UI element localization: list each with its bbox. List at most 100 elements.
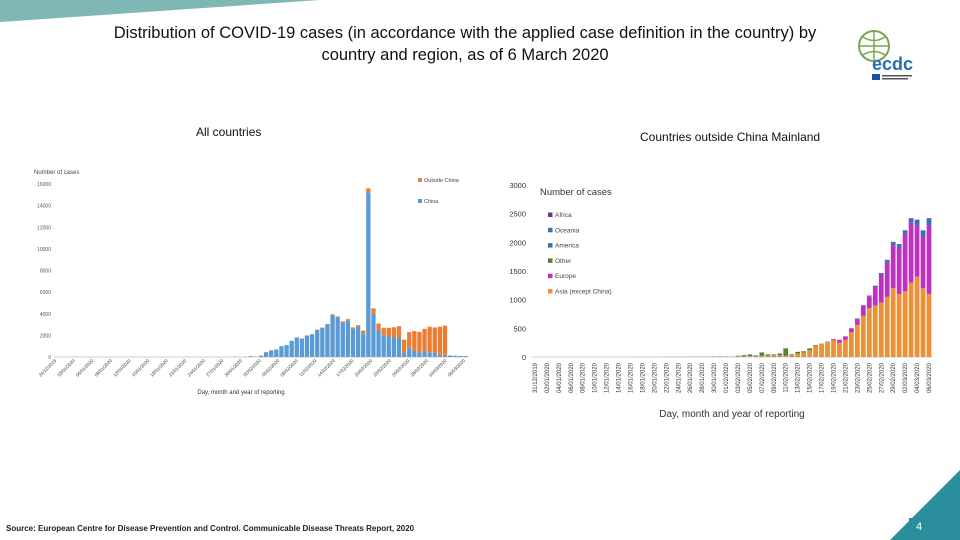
y-tick-label: 1500	[509, 267, 526, 276]
bar-outside-china	[407, 332, 412, 348]
x-tick-label: 10/01/2020	[593, 362, 599, 393]
bar-africa	[902, 230, 908, 231]
x-tick-label: 03/03/2020	[428, 358, 448, 378]
x-tick-label: 03/01/2020	[56, 358, 76, 378]
bar-china	[355, 326, 361, 357]
bar-outside-china	[427, 326, 432, 353]
bar-asia	[908, 282, 914, 357]
bar-china	[309, 334, 315, 357]
x-tick-label: 24/01/2020	[186, 358, 206, 378]
x-tick-label: 15/01/2020	[131, 358, 151, 378]
bar-europe	[914, 225, 920, 277]
bar-other	[735, 355, 741, 357]
x-tick-label: 04/01/2020	[557, 362, 563, 393]
legend-swatch	[548, 258, 553, 263]
y-tick-label: 0	[48, 355, 51, 361]
bar-china	[294, 337, 299, 357]
bar-china	[417, 352, 422, 357]
bar-asia	[896, 293, 902, 357]
x-tick-label: 23/02/2020	[855, 362, 861, 393]
bar-china	[320, 327, 325, 357]
bar-asia	[926, 293, 932, 357]
bar-asia	[825, 342, 830, 357]
bar-europe	[908, 222, 914, 283]
corner-accent-bar	[0, 0, 320, 22]
bar-asia	[813, 345, 818, 357]
x-tick-label: 17/02/2020	[820, 362, 826, 393]
bar-outside-china	[345, 319, 351, 321]
svg-text:ecdc: ecdc	[872, 54, 913, 74]
bar-europe	[860, 305, 866, 316]
x-tick-label: 02/03/2020	[903, 362, 909, 393]
bar-asia	[807, 350, 812, 357]
y-tick-label: 6000	[40, 290, 51, 296]
bar-china	[345, 320, 351, 357]
bar-europe	[837, 339, 842, 343]
x-tick-label: 26/02/2020	[391, 358, 411, 378]
bar-europe	[854, 319, 860, 325]
bar-europe	[890, 245, 896, 289]
x-tick-label: 28/01/2020	[700, 362, 706, 393]
x-tick-label: 14/02/2020	[317, 358, 337, 378]
source-footer: Source: European Centre for Disease Prev…	[6, 524, 415, 533]
bar-china	[401, 352, 407, 357]
bar-china	[248, 356, 253, 357]
bar-america	[884, 260, 890, 263]
bar-asia	[843, 339, 848, 357]
bar-outside-china	[396, 326, 402, 339]
bar-other	[759, 352, 765, 356]
legend-label: Other	[555, 258, 572, 265]
bar-china	[330, 314, 335, 357]
x-tick-label: 29/02/2020	[891, 362, 897, 393]
bar-china	[340, 322, 345, 357]
bar-outside-china	[442, 325, 448, 355]
x-tick-label: 05/02/2020	[261, 358, 281, 378]
x-tick-label: 01/02/2020	[724, 362, 730, 393]
right-chart-subtitle: Countries outside China Mainland	[640, 130, 821, 144]
bar-outside-china	[355, 325, 361, 327]
x-tick-label: 06/03/2020	[927, 362, 933, 393]
bar-america	[860, 305, 866, 306]
bar-china	[463, 356, 468, 357]
x-tick-label: 15/02/2020	[808, 362, 814, 393]
bar-asia	[759, 355, 765, 357]
bar-outside-china	[371, 308, 376, 314]
x-tick-label: 26/01/2020	[688, 362, 694, 393]
x-tick-label: 08/01/2020	[581, 362, 587, 393]
bar-asia	[747, 356, 753, 357]
bar-other	[795, 351, 801, 354]
x-tick-label: 14/01/2020	[617, 362, 623, 393]
bar-europe	[902, 233, 908, 292]
bar-asia	[890, 288, 896, 357]
x-tick-label: 20/01/2020	[652, 362, 658, 393]
bar-china	[376, 329, 381, 357]
x-tick-label: 30/01/2020	[712, 362, 718, 393]
y-tick-label: 2500	[509, 210, 526, 219]
bar-other	[783, 348, 789, 356]
x-tick-label: 25/02/2020	[867, 362, 873, 393]
x-tick-label: 11/02/2020	[784, 362, 790, 392]
bar-europe	[878, 275, 884, 303]
bar-america	[908, 218, 914, 223]
bar-other	[789, 354, 795, 355]
legend-swatch	[548, 289, 553, 294]
bar-outside-china	[422, 328, 427, 351]
x-tick-label: 17/02/2020	[335, 358, 355, 378]
bar-africa	[920, 230, 926, 232]
bar-asia	[801, 352, 807, 357]
bar-other	[771, 354, 777, 356]
bar-other	[777, 353, 783, 356]
x-tick-label: 09/02/2020	[772, 362, 778, 393]
legend-label: America	[555, 243, 579, 250]
x-axis-label: Day, month and year of reporting	[197, 390, 284, 396]
y-axis-label: Number of cases	[34, 170, 79, 176]
outside-china-chart: 0 500 1000 1500 2000 2500 3000 Number of cases 3…	[509, 181, 933, 420]
bar-europe	[831, 339, 836, 341]
bar-china	[269, 350, 274, 357]
bar-china	[263, 352, 269, 357]
bar-america	[872, 285, 878, 288]
bar-china	[447, 355, 453, 357]
bar-asia	[795, 353, 801, 357]
bar-outside-china	[376, 323, 381, 330]
x-tick-label: 31/12/2019	[533, 362, 539, 393]
